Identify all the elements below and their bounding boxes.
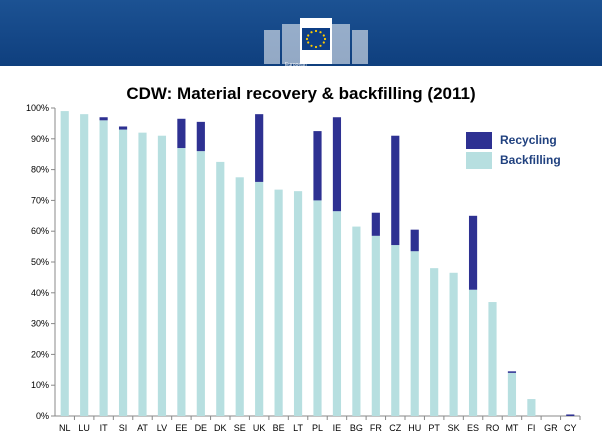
y-tick-label: 0% [36, 411, 49, 421]
x-tick-label: NL [59, 423, 71, 433]
x-tick-label: IE [333, 423, 342, 433]
bar-backfilling [371, 235, 380, 416]
y-tick-label: 60% [31, 226, 49, 236]
x-tick-label: BE [273, 423, 285, 433]
bar-recycling [177, 118, 186, 149]
x-tick-label: CY [564, 423, 577, 433]
x-tick-label: LU [78, 423, 90, 433]
bar-recycling [371, 212, 380, 236]
x-tick-label: LT [293, 423, 303, 433]
european-commission-logo [264, 18, 368, 64]
bar-backfilling [391, 245, 400, 416]
y-tick-label: 20% [31, 349, 49, 359]
bar-backfilling [488, 302, 497, 416]
x-tick-label: LV [157, 423, 167, 433]
bar-backfilling [449, 272, 458, 416]
bar-backfilling [507, 372, 517, 416]
y-tick-label: 70% [31, 195, 49, 205]
bar-recycling [118, 126, 128, 130]
legend-swatch-backfilling [466, 152, 492, 169]
bar-backfilling [99, 120, 108, 416]
y-tick-label: 80% [31, 165, 49, 175]
y-tick-label: 10% [31, 380, 49, 390]
x-tick-label: DK [214, 423, 227, 433]
bar-recycling [468, 215, 478, 290]
x-tick-label: ES [467, 423, 479, 433]
x-tick-label: AT [137, 423, 148, 433]
bar-backfilling [313, 200, 322, 416]
bar-backfilling [293, 191, 303, 416]
x-tick-label: SK [448, 423, 460, 433]
x-tick-label: PT [428, 423, 440, 433]
x-tick-label: IT [100, 423, 109, 433]
bar-recycling [332, 117, 342, 212]
bar-recycling [566, 414, 575, 416]
bar-backfilling [80, 114, 89, 416]
bar-recycling [410, 229, 419, 252]
bar-recycling [255, 114, 264, 182]
bar-recycling [507, 371, 517, 373]
logo-line-2: Commission [285, 68, 313, 74]
x-tick-label: EE [175, 423, 187, 433]
y-tick-label: 90% [31, 134, 49, 144]
legend-label-recycling: Recycling [500, 133, 557, 147]
bar-backfilling [157, 135, 167, 416]
bar-recycling [196, 121, 205, 152]
y-tick-label: 100% [26, 103, 49, 113]
bar-backfilling [138, 132, 147, 416]
bar-backfilling [410, 251, 419, 416]
x-tick-label: FR [370, 423, 382, 433]
x-tick-label: BG [350, 423, 363, 433]
y-tick-label: 40% [31, 288, 49, 298]
x-tick-label: GR [544, 423, 558, 433]
x-tick-label: UK [253, 423, 266, 433]
bar-recycling [99, 117, 108, 121]
bar-backfilling [332, 211, 342, 416]
bar-backfilling [235, 177, 244, 416]
bar-backfilling [60, 111, 69, 416]
legend-label-backfilling: Backfilling [500, 153, 561, 167]
x-tick-label: CZ [389, 423, 401, 433]
bar-backfilling [118, 129, 128, 416]
legend-swatch-recycling [466, 132, 492, 149]
chart-title: CDW: Material recovery & backfilling (20… [126, 84, 476, 103]
x-tick-label: MT [505, 423, 518, 433]
x-tick-label: PL [312, 423, 323, 433]
bar-backfilling [274, 189, 283, 416]
logo-text: European Commission [285, 62, 335, 74]
x-tick-label: FI [527, 423, 535, 433]
bar-backfilling [177, 148, 186, 417]
y-tick-label: 30% [31, 319, 49, 329]
x-tick-label: DE [195, 423, 208, 433]
bar-recycling [313, 131, 322, 201]
bar-backfilling [352, 226, 361, 416]
bar-backfilling [255, 181, 264, 416]
bar-backfilling [527, 399, 536, 416]
bar-backfilling [468, 289, 478, 416]
bar-backfilling [430, 268, 439, 416]
logo-line-1: European [285, 62, 307, 68]
x-tick-label: HU [408, 423, 421, 433]
bar-recycling [391, 135, 400, 246]
bar-backfilling [216, 161, 225, 416]
x-tick-label: SE [234, 423, 246, 433]
x-tick-label: SI [119, 423, 128, 433]
y-tick-label: 50% [31, 257, 49, 267]
bar-backfilling [196, 151, 205, 416]
x-tick-label: RO [486, 423, 500, 433]
